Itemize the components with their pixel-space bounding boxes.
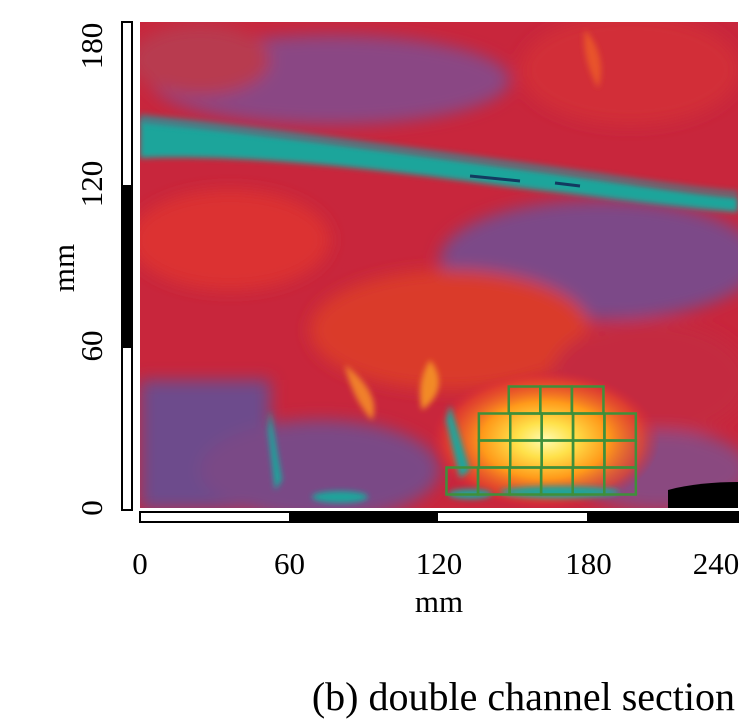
x-tick-label: 60 [274,546,305,581]
x-tick-label: 240 [693,546,740,581]
x-tick-labels: 0 60 120 180 240 [132,546,739,581]
y-tick-label: 180 [74,23,109,70]
grid-cell [603,466,638,496]
y-axis-label: mm [46,244,81,292]
hot-region-grid [445,385,638,496]
x-axis-bar [139,511,739,523]
thermal-heatmap [140,22,738,508]
x-tick-label: 120 [416,546,463,581]
y-tick-label: 0 [74,500,109,516]
figure-caption: (b) double channel section [311,674,735,719]
y-tick-label: 60 [74,331,109,362]
y-tick-label: 120 [74,161,109,208]
x-axis-label: mm [415,584,463,619]
x-tick-label: 180 [565,546,612,581]
y-axis-bar [121,21,133,511]
y-tick-labels: 0 60 120 180 [74,23,109,516]
x-tick-label: 0 [132,546,148,581]
